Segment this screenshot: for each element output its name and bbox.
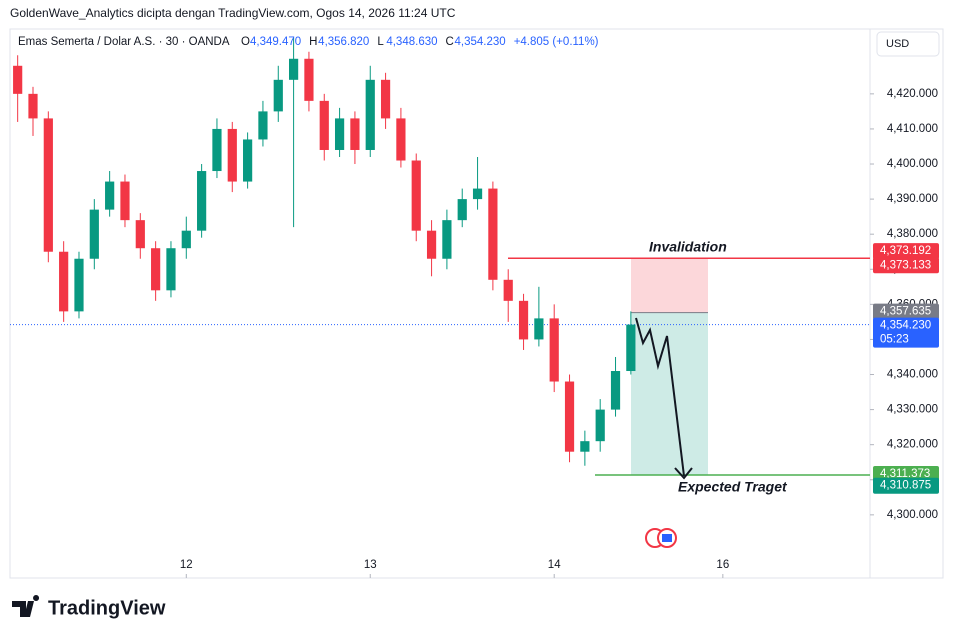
legend-key: H [309,36,317,48]
candle-body [457,199,467,221]
y-tick-label: 4,330.000 [887,404,938,416]
candle-body [319,100,329,150]
candle-body [43,118,53,252]
candle-body [626,324,636,372]
price-badge [873,243,939,260]
currency-button[interactable] [876,31,940,57]
arrow-head [674,467,693,480]
frame [9,28,944,579]
candle-body [258,111,268,140]
candle-body [334,118,345,150]
price-badge-label: 4,310.875 [880,480,931,492]
x-tick-label: 13 [364,559,377,571]
legend-value: 4,348.630 [386,36,437,48]
candle-body [212,128,222,172]
ohlc-legend: O 4,349.470 H 4,356.820 L 4,348.630 C 4,354.230… [241,36,599,48]
y-tick-label: 4,300.000 [887,509,938,521]
events-icon [645,528,677,548]
candle-body [166,248,176,291]
candle-body [304,58,314,101]
candle-body [59,251,69,312]
legend-value: 4,349.470 [250,36,301,48]
price-badge [873,257,939,274]
y-tick-label: 4,420.000 [887,88,938,100]
countdown: 05:23 [880,334,909,346]
x-tick-label: 12 [180,559,193,571]
price-badge [873,477,939,494]
price-badge [873,303,939,320]
candle-body [105,181,115,210]
candle-body [289,58,299,80]
price-badge [873,317,939,348]
candle-body [488,188,498,280]
candle-body [580,441,590,452]
target-label: Expected Traget [678,479,788,495]
price-badge-label: 4,357.635 [880,306,931,318]
y-tick-label: 4,320.000 [887,439,938,451]
candle-body [426,230,437,259]
candle-body [564,381,575,452]
candle-body [227,128,237,182]
candle-body [534,318,544,340]
legend-value: 4,356.820 [318,36,369,48]
legend-key: O [241,36,250,48]
candle-body [243,139,253,182]
candle-body [135,220,145,249]
candle-body [595,409,605,442]
legend-key: C [446,36,454,48]
candle-body [181,230,191,249]
price-badge-label: 4,354.230 [880,320,931,332]
candle-body [549,318,559,382]
target-zone [631,312,708,475]
y-tick-label: 4,340.000 [887,369,938,381]
projection-arrow [635,317,685,477]
stop-zone [631,258,708,313]
candle-body [28,93,38,119]
candle-body [13,65,23,94]
x-tick-label: 14 [548,559,561,571]
candle-body [610,371,621,410]
overlay: 4,373.192 4,373.133 4,357.635 4,354.230 4,31… [873,243,939,494]
candle-body [350,118,360,150]
price-badge-label: 4,311.373 [880,468,930,480]
candle-body [518,300,529,340]
brand: TradingView [48,597,166,619]
header: GoldenWave_Analytics dicipta dengan Trad… [10,6,456,20]
price-badge-label: 4,373.192 [880,245,931,257]
candle-body [396,118,406,161]
candle-body [472,188,483,200]
candle-body [442,220,452,259]
candle-body [273,79,283,112]
candle-body [197,171,207,231]
candle-body [380,79,391,119]
invalidation-label: Invalidation [649,239,727,255]
legend-change: +4.805 (+0.11%) [514,36,599,48]
legend-key: L [377,36,384,48]
candle-body [89,209,99,259]
candle-body [365,79,375,150]
currency[interactable]: USD [886,38,909,50]
candle-body [411,160,421,231]
y-tick-label: 4,410.000 [887,123,938,135]
x-tick-label: 16 [716,559,729,571]
brand-logo [12,595,40,617]
y-tick-label: 4,380.000 [887,228,938,240]
candle-body [151,248,161,291]
price-badge-label: 4,373.133 [880,259,931,271]
candle-body [120,181,130,221]
legend-value: 4,354.230 [455,36,506,48]
candle-body [74,258,84,312]
y-tick-label: 4,400.000 [887,158,938,170]
candle-body [503,279,513,301]
symbol-title: Emas Semerta / Dolar A.S. · 30 · OANDA [18,36,230,48]
y-tick-label: 4,390.000 [887,193,938,205]
